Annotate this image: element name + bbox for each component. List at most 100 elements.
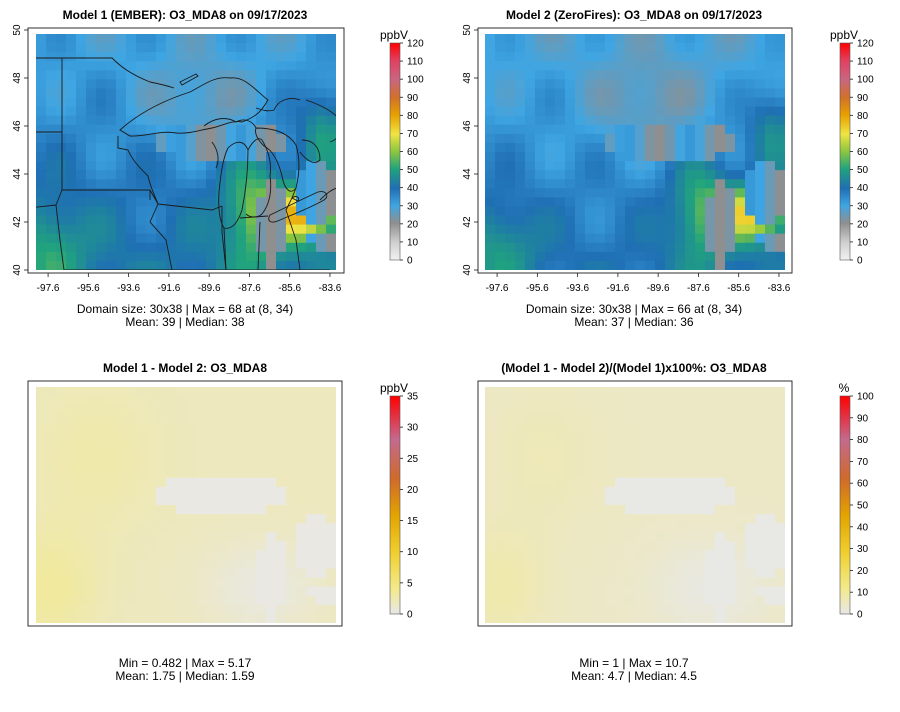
grid-cell	[256, 559, 267, 569]
grid-cell	[505, 142, 516, 153]
grid-cell	[565, 387, 576, 397]
grid-cell	[36, 396, 47, 406]
colorbar-ramp	[839, 395, 851, 615]
grid-cell	[595, 559, 606, 569]
grid-cell	[66, 550, 77, 560]
grid-cell	[635, 79, 646, 89]
grid-cell	[685, 514, 696, 524]
grid-cell	[226, 260, 237, 270]
grid-cell	[595, 486, 606, 497]
grid-cell	[266, 115, 277, 126]
grid-cell	[66, 152, 77, 162]
grid-cell	[735, 568, 746, 579]
grid-cell	[685, 215, 696, 226]
y-tick-label: 40	[462, 264, 473, 276]
grid-cell	[276, 523, 287, 533]
grid-cell	[725, 52, 736, 62]
grid-cell	[485, 251, 496, 262]
grid-cell	[186, 514, 197, 524]
grid-cell	[555, 613, 566, 623]
grid-cell	[515, 613, 526, 623]
grid-cell	[645, 215, 656, 226]
grid-cell	[216, 61, 227, 71]
grid-cell	[46, 441, 57, 451]
grid-cell	[705, 532, 716, 542]
grid-cell	[226, 34, 237, 44]
grid-cell	[236, 43, 247, 53]
grid-cell	[545, 43, 556, 53]
grid-cell	[166, 505, 177, 515]
grid-cell	[126, 396, 137, 406]
grid-cell	[286, 124, 297, 135]
grid-cell	[316, 441, 327, 451]
grid-cell	[545, 405, 556, 415]
grid-cell	[196, 224, 207, 235]
grid-cell	[595, 152, 606, 162]
grid-cell	[176, 215, 187, 226]
grid-cell	[216, 106, 227, 117]
grid-cell	[136, 79, 147, 89]
grid-cell	[96, 52, 107, 62]
grid-cell	[735, 124, 746, 135]
grid-cell	[495, 450, 506, 461]
grid-cell	[625, 224, 636, 235]
grid-cell	[555, 88, 566, 98]
grid-cell	[715, 559, 726, 569]
grid-cell	[76, 188, 87, 198]
grid-cell	[316, 215, 327, 226]
grid-cell	[775, 188, 785, 198]
grid-cell	[66, 604, 77, 615]
colorbar-tick-label: 100	[857, 75, 874, 86]
grid-cell	[206, 459, 217, 470]
grid-cell	[196, 142, 207, 153]
grid-cell	[615, 586, 626, 597]
grid-cell	[675, 170, 686, 180]
grid-cell	[535, 88, 546, 98]
grid-cell	[146, 405, 157, 415]
grid-cell	[106, 142, 117, 153]
stats-line-1: Domain size: 30x38 | Max = 68 at (8, 34)	[77, 302, 293, 316]
grid-cell	[326, 450, 336, 461]
grid-cell	[156, 197, 167, 207]
grid-cell	[266, 79, 277, 89]
grid-cell	[66, 224, 77, 235]
grid-cell	[775, 260, 785, 270]
grid-cell	[525, 206, 536, 216]
grid-cell	[46, 34, 57, 44]
grid-cell	[605, 215, 616, 226]
grid-cell	[485, 215, 496, 226]
grid-cell	[116, 414, 127, 424]
grid-cell	[266, 468, 277, 479]
y-tick-label: 48	[462, 72, 473, 84]
grid-cell	[745, 468, 756, 479]
grid-cell	[775, 34, 785, 44]
grid-cell	[316, 450, 327, 461]
grid-cell	[56, 568, 67, 579]
grid-cell	[675, 242, 686, 253]
grid-cell	[615, 405, 626, 415]
grid-cell	[176, 432, 187, 442]
colorbar-tick-label: 20	[857, 219, 869, 230]
grid-cell	[146, 242, 157, 253]
grid-cell	[96, 215, 107, 226]
grid-cell	[296, 197, 307, 207]
grid-cell	[116, 423, 127, 433]
grid-cell	[695, 97, 706, 108]
grid-cell	[236, 188, 247, 198]
grid-cell	[525, 514, 536, 524]
grid-cell	[535, 423, 546, 433]
grid-cell	[495, 441, 506, 451]
grid-cell	[166, 541, 177, 551]
grid-cell	[316, 577, 327, 588]
grid-cell	[306, 559, 317, 569]
grid-cell	[186, 523, 197, 533]
grid-cell	[136, 541, 147, 551]
grid-cell	[326, 577, 336, 588]
grid-cell	[735, 170, 746, 180]
grid-cell	[595, 586, 606, 597]
grid-cell	[715, 568, 726, 579]
grid-cell	[525, 115, 536, 126]
grid-cell	[186, 414, 197, 424]
grid-cell	[745, 595, 756, 606]
grid-cell	[276, 61, 287, 71]
